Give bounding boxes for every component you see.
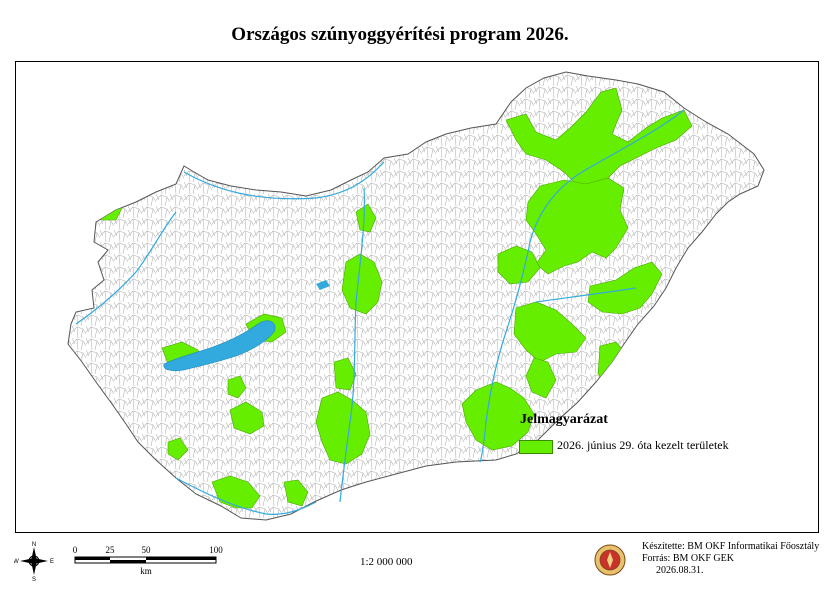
lake-velence — [316, 280, 330, 290]
scale-tick-0: 0 — [73, 545, 78, 555]
scale-ratio: 1:2 000 000 — [360, 556, 413, 568]
treated-area-pest — [355, 203, 377, 233]
scale-tick-25: 25 — [106, 545, 116, 555]
treated-area-mohacs — [283, 479, 309, 507]
treated-area-bekes-north — [513, 301, 587, 363]
credits-source: Forrás: BM OKF GEK — [642, 553, 734, 564]
scale-bar: 0 25 50 100 km — [73, 545, 224, 576]
treated-area-danube-bend — [341, 253, 383, 315]
credits: Készítette: BM OKF Informatikai Főosztál… — [642, 541, 819, 577]
scale-tick-100: 100 — [209, 545, 223, 555]
raba-river — [75, 211, 177, 325]
treated-area-upper-tisza — [525, 177, 629, 275]
treated-area-tisza-lake — [497, 245, 541, 285]
treated-area-baranya — [211, 475, 261, 509]
scale-unit: km — [140, 566, 152, 576]
tisza-river — [479, 109, 685, 463]
koros-river — [535, 287, 637, 303]
treated-area-kunsag — [525, 357, 557, 399]
treated-area-bekes — [597, 341, 629, 387]
agency-seal-icon — [594, 544, 626, 576]
map-frame — [15, 61, 819, 533]
treated-area-gyor — [93, 199, 123, 221]
treated-area-kaposvar — [227, 375, 247, 399]
compass-w: W — [14, 559, 19, 565]
danube-river — [183, 161, 385, 503]
compass-n: N — [32, 542, 36, 548]
hungary-map — [67, 71, 765, 521]
compass-e: E — [50, 559, 54, 565]
treated-area-nagykanizsa — [167, 437, 189, 461]
map-title: Országos szúnyoggyérítési program 2026. — [231, 24, 569, 45]
treated-area-south-danube — [315, 391, 371, 465]
drava-river — [175, 477, 317, 515]
compass-icon: N S E W — [14, 542, 54, 581]
legend-treated-swatch — [519, 440, 553, 454]
water-features — [75, 109, 685, 515]
credits-date: 2026.08.31. — [656, 565, 704, 576]
scale-tick-50: 50 — [142, 545, 152, 555]
treated-area-east — [587, 261, 663, 315]
legend-title: Jelmagyarázat — [520, 412, 608, 427]
compass-s: S — [32, 577, 36, 581]
treated-area-somogy — [229, 401, 265, 435]
treated-area-szeged — [461, 381, 535, 451]
credits-author: Készítette: BM OKF Informatikai Főosztál… — [642, 541, 820, 552]
legend-treated-label: 2026. június 29. óta kezelt területek — [557, 438, 729, 452]
lake-balaton — [163, 320, 276, 372]
